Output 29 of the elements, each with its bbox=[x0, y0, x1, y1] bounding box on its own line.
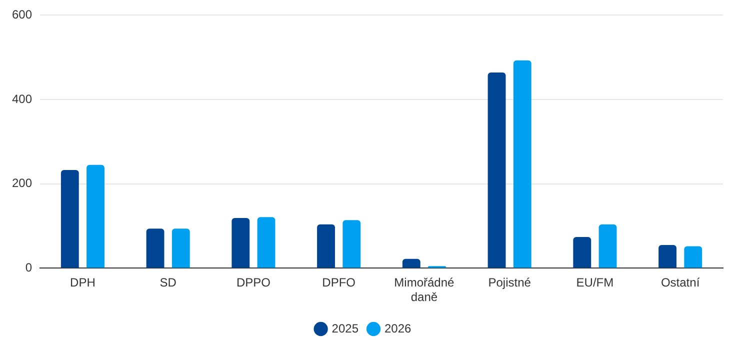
y-tick-label: 0 bbox=[25, 260, 32, 275]
bar bbox=[573, 236, 592, 268]
bar bbox=[257, 217, 276, 268]
bar bbox=[684, 246, 702, 268]
y-tick-label: 200 bbox=[12, 176, 32, 190]
x-tick-label: DPH bbox=[70, 276, 96, 290]
bar bbox=[172, 228, 190, 268]
x-tick-label: DPPO bbox=[236, 276, 270, 290]
x-tick-label: Mimořádné daně bbox=[394, 276, 455, 304]
y-tick-label: 400 bbox=[12, 92, 32, 106]
y-tick-label: 600 bbox=[12, 8, 32, 22]
bar bbox=[86, 164, 104, 268]
bar bbox=[232, 218, 250, 268]
bar bbox=[402, 258, 420, 268]
legend-label: 2026 bbox=[384, 321, 412, 336]
bar bbox=[513, 60, 532, 268]
bar bbox=[317, 224, 335, 268]
x-tick-label: Pojistné bbox=[488, 276, 532, 290]
x-tick-label: SD bbox=[160, 276, 177, 290]
legend-label: 2025 bbox=[332, 321, 359, 336]
bar bbox=[488, 72, 506, 268]
bar bbox=[146, 228, 164, 268]
bar bbox=[342, 220, 361, 268]
bar bbox=[60, 170, 79, 268]
x-tick-label: EU/FM bbox=[576, 276, 614, 290]
bar bbox=[598, 224, 617, 268]
x-tick-label: Ostatní bbox=[660, 276, 700, 290]
x-tick-label: DPFO bbox=[322, 276, 356, 290]
bar bbox=[658, 245, 676, 268]
